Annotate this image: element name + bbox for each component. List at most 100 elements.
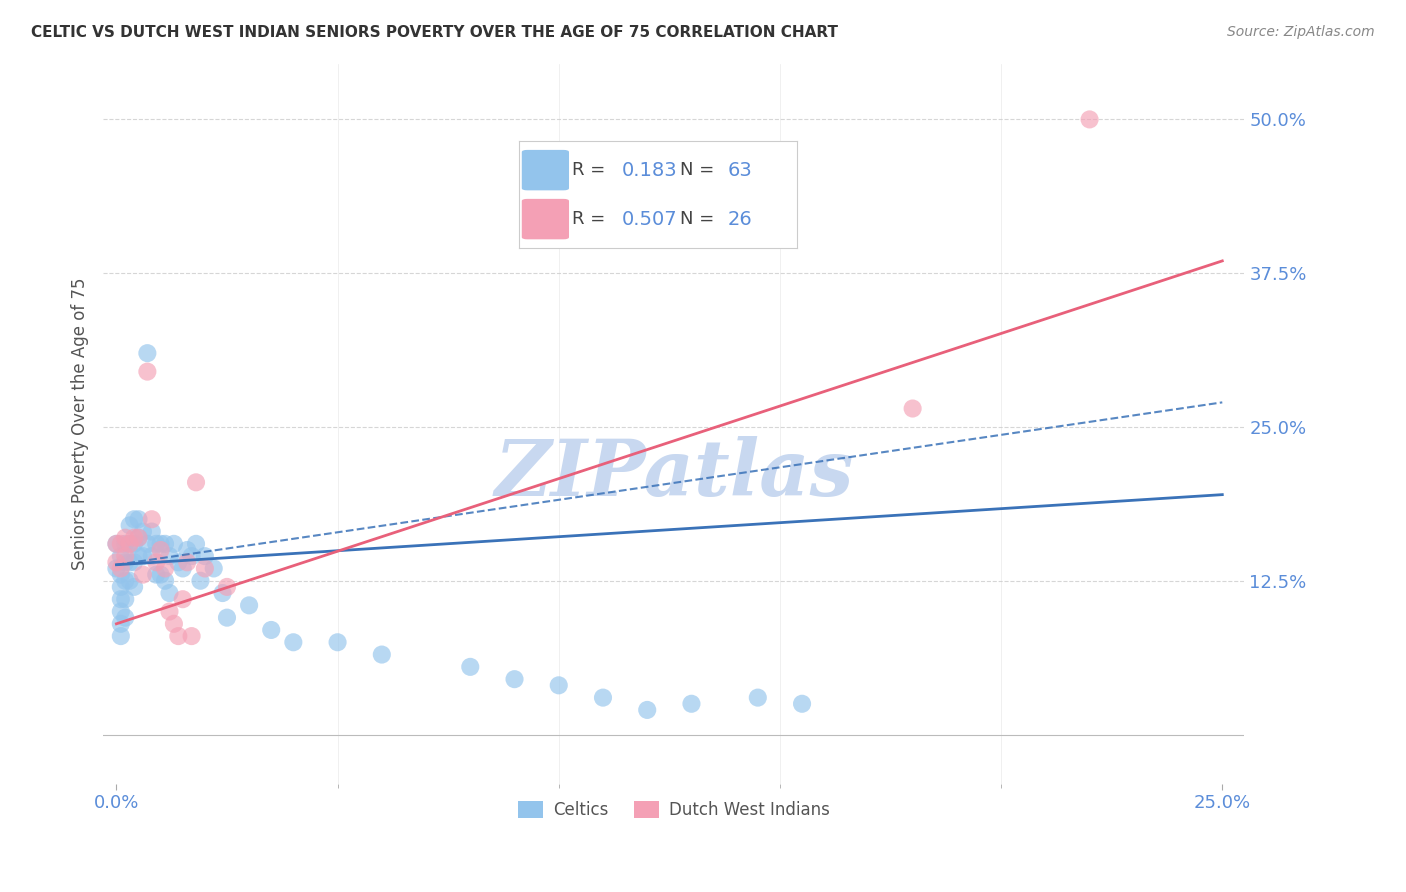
Point xyxy=(172,561,194,575)
Point xyxy=(238,599,260,613)
Point xyxy=(503,672,526,686)
Point xyxy=(176,555,198,569)
FancyBboxPatch shape xyxy=(522,150,569,190)
Point xyxy=(128,512,150,526)
Point xyxy=(681,697,703,711)
Point xyxy=(141,549,163,563)
Point xyxy=(114,549,136,563)
Point xyxy=(260,623,283,637)
Point xyxy=(136,537,159,551)
Point xyxy=(132,549,155,563)
Point xyxy=(122,531,145,545)
Point xyxy=(105,537,128,551)
Point xyxy=(110,629,132,643)
Point xyxy=(141,524,163,539)
Point xyxy=(159,605,181,619)
Text: 63: 63 xyxy=(727,161,752,179)
Point xyxy=(118,555,141,569)
Point xyxy=(110,567,132,582)
Text: ZIPatlas: ZIPatlas xyxy=(494,436,853,513)
Point xyxy=(118,537,141,551)
Point xyxy=(153,561,176,575)
Point xyxy=(211,586,233,600)
Point xyxy=(283,635,305,649)
Point xyxy=(110,537,132,551)
Point xyxy=(122,537,145,551)
Point xyxy=(110,549,132,563)
Point xyxy=(172,592,194,607)
Point xyxy=(136,365,159,379)
Point xyxy=(105,555,128,569)
Point xyxy=(132,567,155,582)
Y-axis label: Seniors Poverty Over the Age of 75: Seniors Poverty Over the Age of 75 xyxy=(72,277,89,570)
Point xyxy=(110,580,132,594)
Point xyxy=(1078,112,1101,127)
Point xyxy=(122,512,145,526)
Point xyxy=(122,555,145,569)
Point xyxy=(747,690,769,705)
Point xyxy=(149,537,172,551)
Text: N =: N = xyxy=(681,161,720,179)
Point xyxy=(136,346,159,360)
Point xyxy=(901,401,924,416)
Point xyxy=(110,561,132,575)
Point xyxy=(105,537,128,551)
Point xyxy=(194,549,217,563)
Point xyxy=(790,697,813,711)
Point xyxy=(215,610,238,624)
Point xyxy=(326,635,349,649)
Point xyxy=(153,574,176,588)
Point xyxy=(159,586,181,600)
Point xyxy=(114,555,136,569)
Point xyxy=(190,574,212,588)
Point xyxy=(114,610,136,624)
Point xyxy=(636,703,658,717)
Point xyxy=(141,512,163,526)
Point xyxy=(184,537,207,551)
Point xyxy=(118,537,141,551)
Text: R =: R = xyxy=(572,161,610,179)
Point xyxy=(202,561,225,575)
Point xyxy=(592,690,614,705)
Point xyxy=(145,555,167,569)
Text: 0.507: 0.507 xyxy=(621,210,678,228)
Point xyxy=(149,543,172,558)
Text: R =: R = xyxy=(572,211,610,228)
Point xyxy=(105,561,128,575)
Point xyxy=(114,574,136,588)
Point xyxy=(167,555,190,569)
Point xyxy=(458,660,481,674)
Point xyxy=(110,592,132,607)
Text: 26: 26 xyxy=(727,210,752,228)
Point xyxy=(180,629,202,643)
Point xyxy=(110,616,132,631)
Point xyxy=(114,537,136,551)
Point xyxy=(145,537,167,551)
Point xyxy=(114,531,136,545)
Point xyxy=(163,537,186,551)
Text: 0.183: 0.183 xyxy=(621,161,678,179)
Point xyxy=(114,592,136,607)
Point xyxy=(118,574,141,588)
Point xyxy=(149,567,172,582)
Point xyxy=(110,605,132,619)
Point xyxy=(159,549,181,563)
Point xyxy=(145,567,167,582)
Point xyxy=(153,537,176,551)
Point xyxy=(194,561,217,575)
Point xyxy=(547,678,569,692)
FancyBboxPatch shape xyxy=(522,199,569,239)
Point xyxy=(128,531,150,545)
Text: CELTIC VS DUTCH WEST INDIAN SENIORS POVERTY OVER THE AGE OF 75 CORRELATION CHART: CELTIC VS DUTCH WEST INDIAN SENIORS POVE… xyxy=(31,25,838,40)
Legend: Celtics, Dutch West Indians: Celtics, Dutch West Indians xyxy=(512,794,837,826)
Text: Source: ZipAtlas.com: Source: ZipAtlas.com xyxy=(1227,25,1375,39)
Point xyxy=(180,549,202,563)
Text: N =: N = xyxy=(681,211,720,228)
Point xyxy=(371,648,394,662)
Point xyxy=(128,549,150,563)
Point xyxy=(167,629,190,643)
Point xyxy=(122,580,145,594)
Point xyxy=(132,524,155,539)
Point xyxy=(176,543,198,558)
Point xyxy=(128,531,150,545)
